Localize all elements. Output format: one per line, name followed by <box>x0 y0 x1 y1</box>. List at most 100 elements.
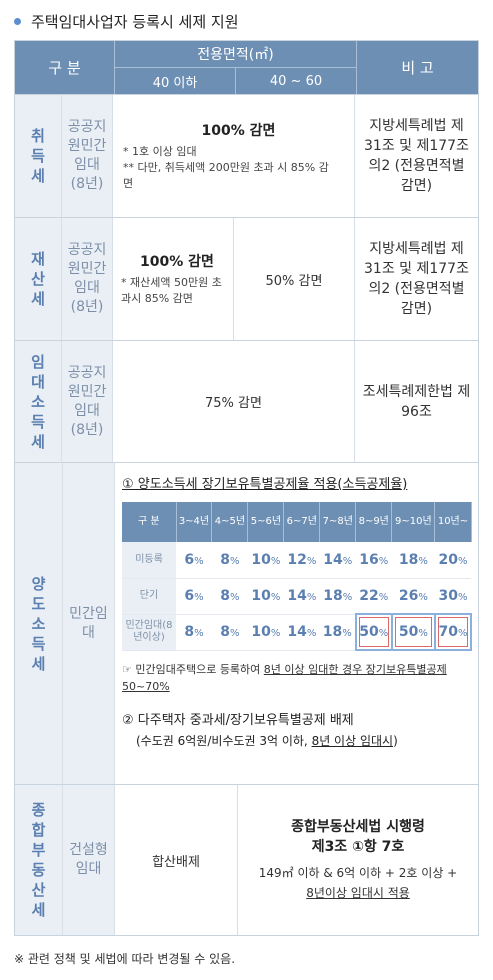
rate-value: 50 <box>359 624 379 640</box>
rate-value: 20 <box>438 551 458 568</box>
rate-cell: 6% <box>176 542 212 579</box>
rate-value: 8 <box>220 624 231 640</box>
rate-value: 10 <box>251 624 271 640</box>
row-acquisition-tax: 취득세 공공지원민간임대(8년) 100% 감면 * 1호 이상 임대 ** 다… <box>15 95 478 218</box>
rate-value: 18 <box>323 588 343 604</box>
remark-title: 제3조 ①항 7호 <box>311 839 405 855</box>
rate-cell: 50% <box>390 613 436 651</box>
rate-cell: 10% <box>247 542 284 579</box>
rate-cell: 10% <box>247 578 284 615</box>
property-benefit-col1: 100% 감면 * 재산세액 50만원 초과시 85% 감면 <box>113 218 234 340</box>
remark-text: 지방세특례법 제31조 및 제177조의2 (전용면적별 감면) <box>364 118 469 194</box>
rate-cell: 8% <box>211 578 248 615</box>
transfer-item2-sub: (수도권 6억원/비수도권 3억 이하, 8년 이상 임대시) <box>122 732 472 749</box>
rate-unit: % <box>457 555 468 567</box>
rate-unit: % <box>194 555 204 567</box>
comprehensive-remark: 종합부동산세법 시행령 제3조 ①항 7호 149㎡ 이하 & 6억 이하 + … <box>238 785 478 935</box>
transfer-note: ☞ 민간임대주택으로 등록하여 8년 이상 임대한 경우 장기보유특별공제 50… <box>122 661 472 695</box>
acquisition-benefit: 100% 감면 * 1호 이상 임대 ** 다만, 취득세액 200만원 초과 … <box>113 95 355 217</box>
rate-unit: % <box>230 592 240 603</box>
period-header: 3~4년 <box>176 502 213 542</box>
row-property-tax: 재산세 공공지원민간임대(8년) 100% 감면 * 재산세액 50만원 초과시… <box>15 218 478 341</box>
remark-text: 지방세특례법 제31조 및 제177조의2 (전용면적별 감면) <box>364 241 469 317</box>
tax-name: 취득세 <box>15 95 63 217</box>
tax-name-text: 종합부동산세 <box>31 801 46 919</box>
period-header: 8~9년 <box>355 502 393 542</box>
rental-type: 건설형임대 <box>63 785 115 935</box>
tax-name: 임대소득세 <box>15 341 63 462</box>
rate-unit: % <box>342 592 353 603</box>
table-row: 단기 6% 8% 10% 14% 18% 22% 26% 30% <box>122 578 471 615</box>
rate-value: 22 <box>359 587 379 604</box>
tax-name-text: 임대소득세 <box>31 352 45 451</box>
title-text: 주택임대사업자 등록시 세제 지원 <box>31 12 239 31</box>
rate-cell: 12% <box>283 542 320 579</box>
tax-support-table: 구 분 전용면적(㎡) 40 이하 40 ~ 60 비 고 취득세 공공지원민간… <box>14 40 479 936</box>
tax-name-text: 취득세 <box>31 127 45 185</box>
rate-unit: % <box>270 555 281 567</box>
rate-unit: % <box>306 592 317 603</box>
benefit-main: 100% 감면 <box>201 123 276 139</box>
rate-cell: 30% <box>434 578 471 615</box>
tax-name: 재산세 <box>15 218 63 340</box>
rate-unit: % <box>378 591 389 603</box>
rate-cell: 18% <box>319 614 356 651</box>
benefit-note: * 재산세액 50만원 초과시 85% 감면 <box>121 276 222 305</box>
rate-value: 70 <box>438 624 458 640</box>
rate-cell: 18% <box>391 542 435 579</box>
rate-value: 18 <box>322 624 343 640</box>
rental-type: 공공지원민간임대(8년) <box>62 218 113 340</box>
header-area: 전용면적(㎡) 40 이하 40 ~ 60 <box>115 41 357 94</box>
item2-sub-text: (수도권 6억원/비수도권 3억 이하, <box>136 734 312 748</box>
rate-value: 14 <box>287 588 307 604</box>
benefit-note: * 1호 이상 임대 <box>123 145 197 158</box>
rate-value: 10 <box>251 588 271 604</box>
rate-cell: 8% <box>176 614 212 651</box>
rate-unit: % <box>194 628 204 639</box>
rental-type: 공공지원민간임대(8년) <box>62 341 113 462</box>
remark-text-underline: 8년이상 임대시 적용 <box>306 886 410 900</box>
income-benefit: 75% 감면 <box>113 341 355 462</box>
rate-cell: 6% <box>176 578 212 615</box>
rate-value: 14 <box>287 624 307 640</box>
tax-name-text: 양도소득세 <box>31 574 46 673</box>
table-row: 민간임대(8년이상) 8% 8% 10% 14% 18% 50% 50% 70% <box>122 613 473 651</box>
rental-type-text: 공공지원민간임대(8년) <box>67 119 107 192</box>
transfer-item1: ① 양도소득세 장기보유특별공제율 적용(소득공제율) <box>122 477 408 492</box>
bullet-icon <box>14 17 21 25</box>
transfer-note-text: ☞ 민간임대주택으로 등록하여 <box>122 663 264 676</box>
rate-unit: % <box>342 555 353 567</box>
row-transfer-tax: 양도소득세 민간임대 ① 양도소득세 장기보유특별공제율 적용(소득공제율) 구… <box>15 463 478 785</box>
header-bigo: 비 고 <box>401 59 434 77</box>
rate-unit: % <box>457 628 468 639</box>
rental-type: 민간임대 <box>63 463 115 784</box>
rate-cell: 14% <box>283 614 320 651</box>
rate-cell: 22% <box>355 578 392 615</box>
benefit-note: ** 다만, 취득세액 200만원 초과 시 85% 감면 <box>123 161 329 190</box>
rate-value: 8 <box>184 624 195 640</box>
header-area-col2: 40 ~ 60 <box>269 73 323 89</box>
rental-type-text: 건설형임대 <box>69 842 108 877</box>
row-label: 민간임대(8년이상) <box>122 614 176 651</box>
table-corner: 구 분 <box>122 502 177 542</box>
item2-sub-underline: 8년 이상 임대시 <box>311 734 394 748</box>
remark: 조세특례제한법 제96조 <box>355 341 478 462</box>
period-header: 6~7년 <box>283 502 321 542</box>
rate-cell: 26% <box>391 578 435 615</box>
rate-unit: % <box>306 628 317 639</box>
rate-cell: 14% <box>283 578 320 615</box>
transfer-item2: ② 다주택자 중과세/장기보유특별공제 배제 <box>122 713 354 728</box>
rate-value: 50 <box>398 624 419 640</box>
rate-cell: 50% <box>354 613 393 651</box>
period-header: 7~8년 <box>319 502 357 542</box>
period-header: 10년~ <box>434 502 472 542</box>
table-header: 구 분 전용면적(㎡) 40 이하 40 ~ 60 비 고 <box>15 41 478 95</box>
rate-unit: % <box>378 555 389 567</box>
rate-cell: 8% <box>211 542 248 579</box>
footnote: ※ 관련 정책 및 세법에 따라 변경될 수 있음. <box>14 952 236 966</box>
remark-text: 149㎡ 이하 & 6억 이하 + 2호 이상 + <box>258 866 458 880</box>
rate-unit: % <box>418 555 428 567</box>
rate-unit: % <box>378 628 389 639</box>
tax-name: 양도소득세 <box>15 463 63 784</box>
remark: 지방세특례법 제31조 및 제177조의2 (전용면적별 감면) <box>355 218 478 340</box>
